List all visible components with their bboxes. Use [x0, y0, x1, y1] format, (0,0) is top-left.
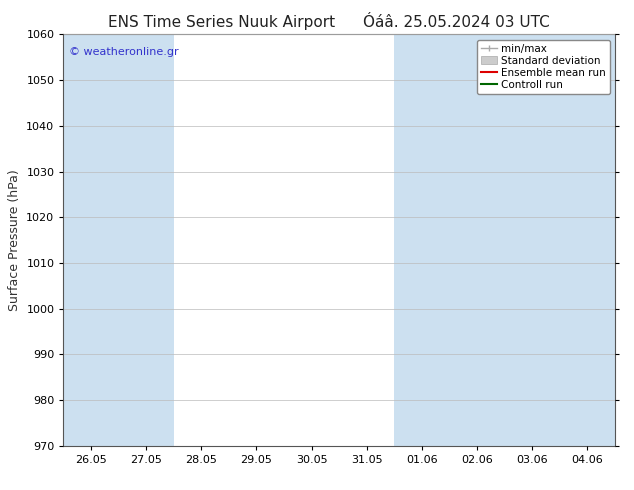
Bar: [560, 34, 615, 446]
Y-axis label: Surface Pressure (hPa): Surface Pressure (hPa): [8, 169, 21, 311]
Text: Óáâ. 25.05.2024 03 UTC: Óáâ. 25.05.2024 03 UTC: [363, 15, 550, 30]
Bar: [450, 34, 505, 446]
Bar: [505, 34, 560, 446]
Bar: [394, 34, 450, 446]
Bar: [63, 34, 119, 446]
Text: © weatheronline.gr: © weatheronline.gr: [69, 47, 179, 57]
Text: ENS Time Series Nuuk Airport: ENS Time Series Nuuk Airport: [108, 15, 335, 30]
Bar: [119, 34, 174, 446]
Legend: min/max, Standard deviation, Ensemble mean run, Controll run: min/max, Standard deviation, Ensemble me…: [477, 40, 610, 94]
